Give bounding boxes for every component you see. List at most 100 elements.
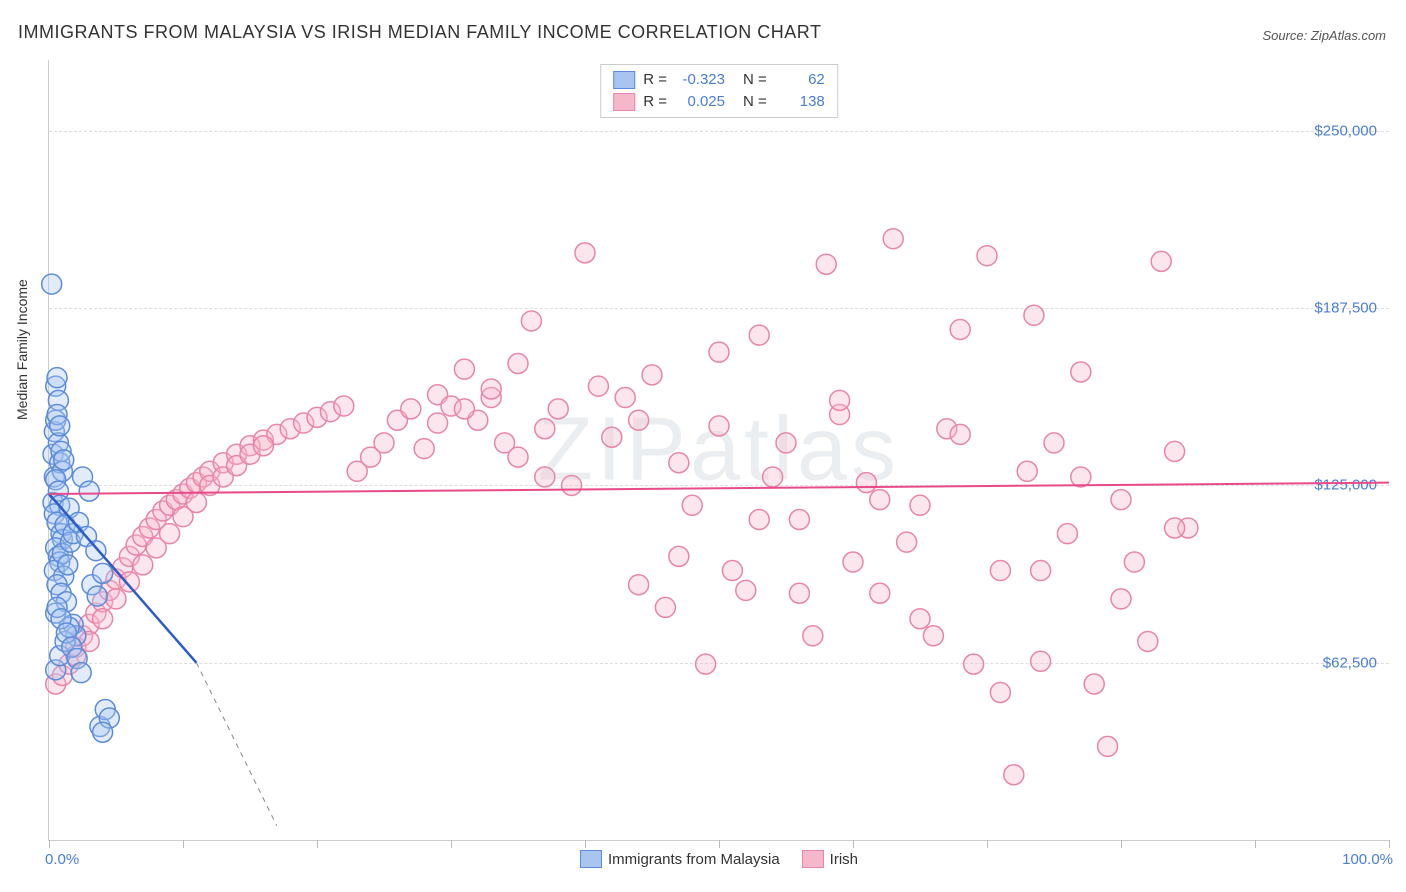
data-point bbox=[669, 546, 689, 566]
series-legend: Immigrants from Malaysia Irish bbox=[580, 850, 858, 868]
data-point bbox=[93, 609, 113, 629]
data-point bbox=[816, 254, 836, 274]
data-point bbox=[682, 495, 702, 515]
data-point bbox=[870, 490, 890, 510]
data-point bbox=[1004, 765, 1024, 785]
data-point bbox=[1017, 461, 1037, 481]
data-point bbox=[602, 427, 622, 447]
data-point bbox=[481, 379, 501, 399]
legend-row-malaysia: R = -0.323 N = 62 bbox=[613, 69, 825, 91]
data-point bbox=[803, 626, 823, 646]
y-axis-label: Median Family Income bbox=[14, 279, 30, 420]
data-point bbox=[548, 399, 568, 419]
data-point bbox=[535, 419, 555, 439]
legend-label-malaysia: Immigrants from Malaysia bbox=[608, 851, 780, 868]
data-point bbox=[1071, 467, 1091, 487]
data-point bbox=[106, 589, 126, 609]
data-point bbox=[669, 453, 689, 473]
data-point bbox=[789, 509, 809, 529]
data-point bbox=[186, 492, 206, 512]
n-value-malaysia: 62 bbox=[775, 69, 825, 91]
data-point bbox=[508, 353, 528, 373]
chart-title: IMMIGRANTS FROM MALAYSIA VS IRISH MEDIAN… bbox=[18, 22, 821, 43]
data-point bbox=[910, 609, 930, 629]
data-point bbox=[789, 583, 809, 603]
data-point bbox=[58, 555, 78, 575]
swatch-malaysia-bottom bbox=[580, 850, 602, 868]
data-point bbox=[883, 229, 903, 249]
data-point bbox=[1031, 651, 1051, 671]
data-point bbox=[50, 416, 70, 436]
data-point bbox=[736, 580, 756, 600]
swatch-irish bbox=[613, 93, 635, 111]
source-attribution: Source: ZipAtlas.com bbox=[1262, 28, 1386, 43]
data-point bbox=[414, 439, 434, 459]
data-point bbox=[588, 376, 608, 396]
legend-item-malaysia: Immigrants from Malaysia bbox=[580, 850, 780, 868]
data-point bbox=[521, 311, 541, 331]
data-point bbox=[93, 722, 113, 742]
data-point bbox=[508, 447, 528, 467]
data-point bbox=[47, 368, 67, 388]
legend-item-irish: Irish bbox=[802, 850, 858, 868]
data-point bbox=[655, 597, 675, 617]
data-point bbox=[79, 481, 99, 501]
chart-container: IMMIGRANTS FROM MALAYSIA VS IRISH MEDIAN… bbox=[0, 0, 1406, 892]
data-point bbox=[401, 399, 421, 419]
x-tick-label-min: 0.0% bbox=[45, 851, 79, 868]
swatch-malaysia bbox=[613, 71, 635, 89]
data-point bbox=[1098, 736, 1118, 756]
data-point bbox=[870, 583, 890, 603]
data-point bbox=[722, 561, 742, 581]
x-tick-label-max: 100.0% bbox=[1342, 851, 1393, 868]
r-value-malaysia: -0.323 bbox=[675, 69, 725, 91]
data-point bbox=[950, 424, 970, 444]
legend-row-irish: R = 0.025 N = 138 bbox=[613, 91, 825, 113]
data-point bbox=[1138, 631, 1158, 651]
data-point bbox=[428, 413, 448, 433]
data-point bbox=[856, 473, 876, 493]
trend-line-extrapolated bbox=[196, 663, 276, 826]
data-point bbox=[575, 243, 595, 263]
data-point bbox=[776, 433, 796, 453]
data-point bbox=[709, 342, 729, 362]
data-point bbox=[642, 365, 662, 385]
n-value-irish: 138 bbox=[775, 91, 825, 113]
data-point bbox=[843, 552, 863, 572]
data-point bbox=[1084, 674, 1104, 694]
data-point bbox=[830, 390, 850, 410]
data-point bbox=[133, 555, 153, 575]
r-value-irish: 0.025 bbox=[675, 91, 725, 113]
data-point bbox=[950, 319, 970, 339]
data-point bbox=[1151, 251, 1171, 271]
data-point bbox=[1111, 589, 1131, 609]
data-point bbox=[562, 475, 582, 495]
data-point bbox=[454, 359, 474, 379]
data-point bbox=[629, 575, 649, 595]
data-point bbox=[749, 509, 769, 529]
data-point bbox=[615, 388, 635, 408]
data-point bbox=[1165, 518, 1185, 538]
data-point bbox=[1024, 305, 1044, 325]
data-point bbox=[454, 399, 474, 419]
data-point bbox=[897, 532, 917, 552]
data-point bbox=[71, 663, 91, 683]
data-point bbox=[374, 433, 394, 453]
data-point bbox=[253, 436, 273, 456]
data-point bbox=[629, 410, 649, 430]
data-point bbox=[990, 561, 1010, 581]
data-point bbox=[1071, 362, 1091, 382]
data-point bbox=[1031, 561, 1051, 581]
swatch-irish-bottom bbox=[802, 850, 824, 868]
data-point bbox=[923, 626, 943, 646]
data-point bbox=[964, 654, 984, 674]
data-point bbox=[160, 524, 180, 544]
data-point bbox=[54, 450, 74, 470]
data-point bbox=[763, 467, 783, 487]
data-point bbox=[87, 586, 107, 606]
data-point bbox=[119, 572, 139, 592]
data-point bbox=[1057, 524, 1077, 544]
data-point bbox=[709, 416, 729, 436]
data-point bbox=[86, 541, 106, 561]
data-point bbox=[93, 563, 113, 583]
